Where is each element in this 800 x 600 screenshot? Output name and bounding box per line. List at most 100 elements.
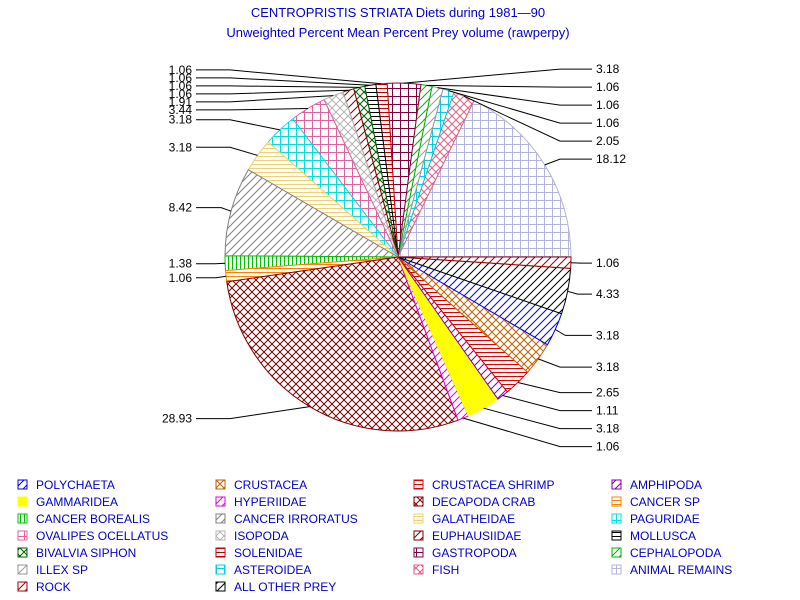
leader-line-amphipoda	[502, 395, 592, 412]
legend-swatch-amphipoda	[611, 479, 622, 490]
leader-line-paguridae	[196, 119, 281, 131]
slice-label-gammaridea: 3.18	[596, 422, 620, 436]
legend-swatch-bivalvia-siphon	[17, 547, 28, 558]
legend-label-mollusca: MOLLUSCA	[630, 529, 696, 543]
leader-line-bivalvia-siphon	[196, 85, 360, 88]
legend-item-ovalipes-ocellatus: OVALIPES OCELLATUS	[17, 529, 168, 543]
slice-label-hyperiidae: 1.06	[596, 440, 620, 454]
legend-label-paguridae: PAGURIDAE	[630, 512, 700, 526]
legend-swatch-animal-remains	[611, 564, 622, 575]
pie-slice-decapoda-crab	[226, 256, 459, 432]
legend-swatch-all-other-prey	[215, 581, 226, 592]
legend-swatch-galatheidae	[413, 513, 424, 524]
legend-item-fish: FISH	[413, 563, 459, 577]
pie-slices	[224, 82, 572, 432]
legend-item-cancer-sp: CANCER SP	[611, 495, 700, 509]
slice-label-cephalopoda: 1.06	[596, 80, 620, 94]
leader-line-isopoda	[196, 95, 334, 103]
slice-label-ovalipes-ocellatus: 3.44	[169, 103, 193, 117]
leader-line-decapoda-crab	[196, 406, 310, 420]
leader-line-gammaridea	[483, 407, 592, 430]
legend-item-solenidae: SOLENIDAE	[215, 546, 303, 560]
legend-item-all-other-prey: ALL OTHER PREY	[215, 580, 336, 594]
leader-line-euphausiidae	[196, 89, 349, 95]
leader-line-cancer-borealis	[196, 262, 226, 265]
leader-line-galatheidae	[196, 146, 258, 156]
leader-line-cancer-sp	[196, 275, 227, 279]
legend-label-gastropoda: GASTROPODA	[432, 546, 517, 560]
legend-label-polychaeta: POLYCHAETA	[36, 478, 115, 492]
leader-line-crustacea	[538, 358, 592, 368]
legend-swatch-polychaeta	[17, 479, 28, 490]
slice-label-all-other-prey: 4.33	[596, 287, 620, 301]
pie-slice-cancer-irroratus	[224, 169, 400, 258]
slice-label-cancer-borealis: 1.38	[169, 257, 193, 271]
legend-swatch-paguridae	[611, 513, 622, 524]
legend-item-animal-remains: ANIMAL REMAINS	[611, 563, 732, 577]
slice-label-animal-remains: 18.12	[596, 152, 626, 166]
slice-label-isopoda: 1.91	[169, 95, 193, 109]
slice-label-crustacea-shrimp: 2.65	[596, 386, 620, 400]
legend-label-cancer-borealis: CANCER BOREALIS	[36, 512, 150, 526]
legend-label-gammaridea: GAMMARIDEA	[36, 495, 118, 509]
slice-label-solenidae: 1.06	[169, 63, 193, 77]
leader-line-mollusca	[196, 77, 371, 86]
legend-label-cancer-sp: CANCER SP	[630, 495, 700, 509]
legend-item-asteroidea: ASTEROIDEA	[215, 563, 311, 577]
legend-swatch-cancer-borealis	[17, 513, 28, 524]
legend-label-galatheidae: GALATHEIDAE	[432, 512, 515, 526]
leader-line-fish	[463, 95, 592, 142]
legend-label-ovalipes-ocellatus: OVALIPES OCELLATUS	[36, 529, 168, 543]
legend-swatch-cancer-irroratus	[215, 513, 226, 524]
legend-swatch-rock	[17, 581, 28, 592]
legend-item-illex-sp: ILLEX SP	[17, 563, 88, 577]
legend-swatch-solenidae	[215, 547, 226, 558]
slice-label-crustacea: 3.18	[596, 360, 620, 374]
legend-item-bivalvia-siphon: BIVALVIA SIPHON	[17, 546, 136, 560]
legend-item-cancer-irroratus: CANCER IRRORATUS	[215, 512, 358, 526]
legend-item-decapoda-crab: DECAPODA CRAB	[413, 495, 535, 509]
legend-label-all-other-prey: ALL OTHER PREY	[234, 580, 336, 594]
slice-label-illex-sp: 1.06	[596, 98, 620, 112]
legend-item-polychaeta: POLYCHAETA	[17, 478, 115, 492]
slice-label-mollusca: 1.06	[169, 71, 193, 85]
legend-swatch-crustacea	[215, 479, 226, 490]
legend-swatch-decapoda-crab	[413, 496, 424, 507]
leader-line-hyperiidae	[463, 417, 592, 448]
legend-item-crustacea: CRUSTACEA	[215, 478, 307, 492]
legend-swatch-hyperiidae	[215, 496, 226, 507]
legend-swatch-gammaridea	[17, 496, 28, 507]
legend-label-bivalvia-siphon: BIVALVIA SIPHON	[36, 546, 136, 560]
leader-line-ovalipes-ocellatus	[196, 108, 308, 111]
legend-swatch-mollusca	[611, 530, 622, 541]
legend-swatch-crustacea-shrimp	[413, 479, 424, 490]
pie-labels: 3.181.061.061.062.0518.121.064.333.183.1…	[162, 62, 626, 454]
slice-label-euphausiidae: 1.06	[169, 87, 193, 101]
legend-item-euphausiidae: EUPHAUSIIDAE	[413, 529, 521, 543]
slice-label-bivalvia-siphon: 1.06	[169, 79, 193, 93]
legend-item-rock: ROCK	[17, 580, 71, 594]
legend-swatch-ovalipes-ocellatus	[17, 530, 28, 541]
leader-line-solenidae	[196, 69, 382, 85]
legend-label-rock: ROCK	[36, 580, 71, 594]
legend-label-animal-remains: ANIMAL REMAINS	[630, 563, 732, 577]
legend-label-cancer-irroratus: CANCER IRRORATUS	[234, 512, 358, 526]
legend-swatch-cancer-sp	[611, 496, 622, 507]
slice-label-polychaeta: 3.18	[596, 328, 620, 342]
leader-line-cephalopoda	[426, 84, 592, 88]
legend-item-mollusca: MOLLUSCA	[611, 529, 696, 543]
slice-label-asteroidea: 1.06	[596, 116, 620, 130]
legend-label-decapoda-crab: DECAPODA CRAB	[432, 495, 535, 509]
legend-item-crustacea-shrimp: CRUSTACEA SHRIMP	[413, 478, 554, 492]
slice-label-gastropoda: 3.18	[596, 62, 620, 76]
legend-swatch-gastropoda	[413, 547, 424, 558]
legend-label-solenidae: SOLENIDAE	[234, 546, 303, 560]
slice-label-fish: 2.05	[596, 134, 620, 148]
slice-label-amphipoda: 1.11	[596, 404, 619, 418]
legend-label-isopoda: ISOPODA	[234, 529, 289, 543]
leader-line-all-other-prey	[567, 290, 592, 295]
leader-line-polychaeta	[555, 329, 592, 336]
legend-item-paguridae: PAGURIDAE	[611, 512, 700, 526]
legend-label-euphausiidae: EUPHAUSIIDAE	[432, 529, 521, 543]
slice-label-rock: 1.06	[596, 256, 620, 270]
